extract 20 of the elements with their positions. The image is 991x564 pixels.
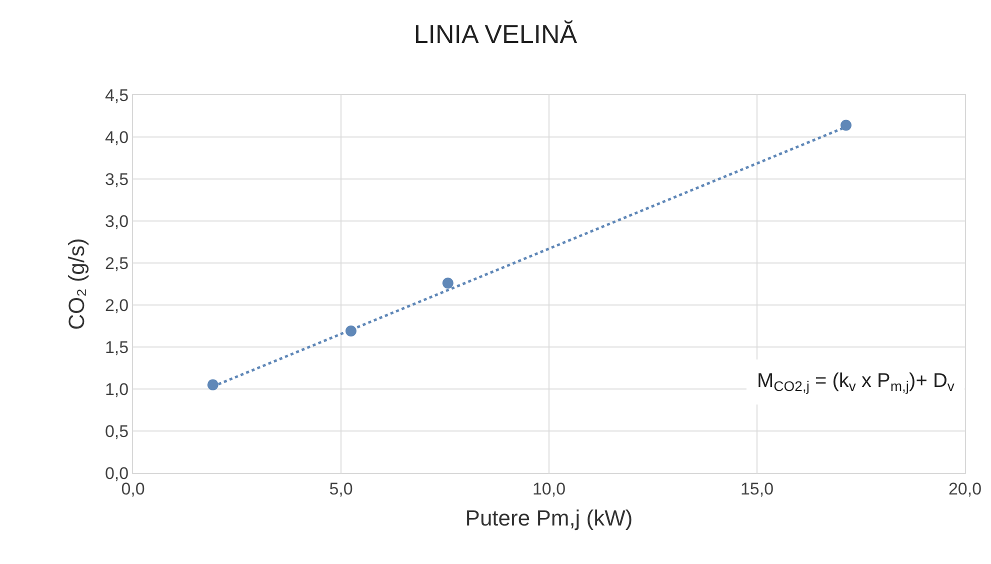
x-tick-label: 10,0: [532, 479, 566, 498]
annotation: M$_{CO2,j}$ = (k$_{v}$ x P$_{m,j}$)+ D$_{v}$: [757, 370, 954, 394]
y-tick-label: 4,5: [104, 86, 129, 105]
y-tick-label: 1,0: [104, 380, 129, 399]
chart-title: LINIA VELINĂ: [414, 18, 578, 49]
y-tick-label: 2,0: [104, 296, 129, 315]
y-tick-label: 3,0: [104, 212, 129, 231]
y-tick-label: 1,5: [104, 338, 129, 357]
x-axis-title: Putere Pm,j (kW): [465, 505, 633, 530]
y-axis-title: CO₂ (g/s): [64, 238, 89, 330]
point: [207, 379, 218, 390]
y-tick-label: 0,5: [104, 422, 129, 441]
x-tick-label: 15,0: [740, 479, 774, 498]
point: [442, 278, 454, 289]
x-tick-label: 20,0: [948, 479, 982, 498]
y-tick-label: 2,5: [104, 254, 129, 273]
y-tick-label: 4,0: [104, 128, 129, 147]
point: [840, 120, 852, 131]
y-tick-label: 3,5: [104, 170, 129, 189]
x-tick-label: 5,0: [329, 479, 353, 498]
